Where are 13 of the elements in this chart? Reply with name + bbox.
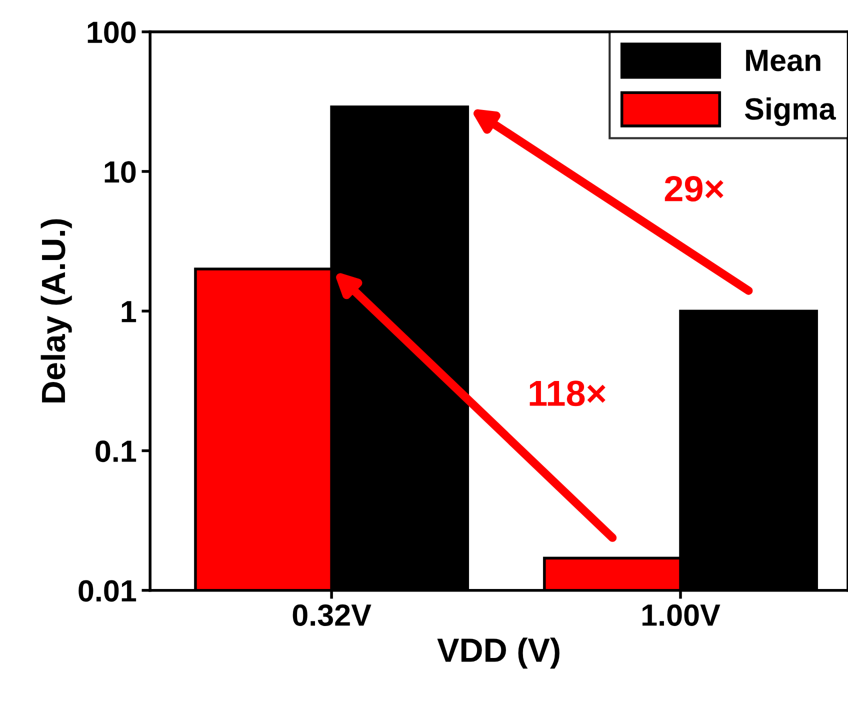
x-tick-label: 0.32V bbox=[292, 604, 372, 626]
y-tick-label: 0.01 bbox=[78, 580, 136, 602]
y-axis-title: Delay (A.U.) bbox=[40, 219, 72, 402]
legend-label: Mean bbox=[746, 50, 820, 72]
y-tick-label: 1 bbox=[122, 301, 136, 322]
annotation: 118× bbox=[530, 380, 606, 406]
x-axis-title: VDD (V) bbox=[437, 638, 560, 669]
y-tick-label: 0.1 bbox=[96, 440, 136, 462]
y-tick-label: 100 bbox=[88, 22, 136, 44]
annotation: 29× bbox=[664, 176, 724, 202]
x-tick-label: 1.00V bbox=[642, 604, 720, 626]
y-tick-label: 10 bbox=[104, 161, 136, 183]
legend-label: Sigma bbox=[744, 97, 836, 126]
